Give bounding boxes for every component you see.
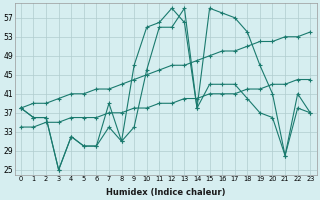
X-axis label: Humidex (Indice chaleur): Humidex (Indice chaleur): [106, 188, 225, 197]
